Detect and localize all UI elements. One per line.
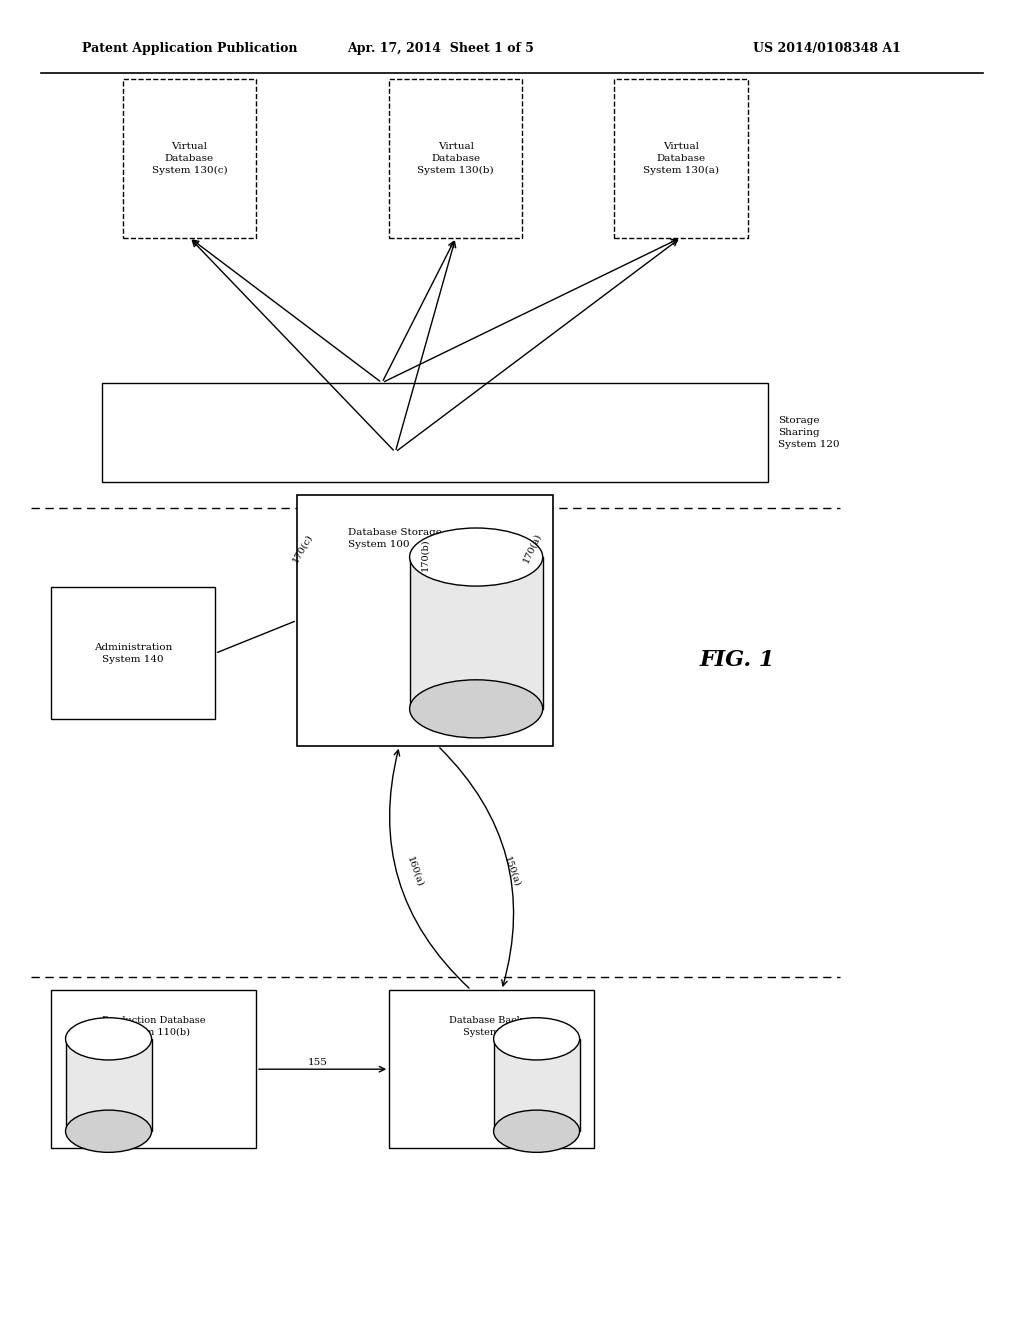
Text: Patent Application Publication: Patent Application Publication [82, 42, 297, 55]
FancyBboxPatch shape [51, 990, 256, 1148]
Ellipse shape [66, 1110, 152, 1152]
Text: 170(c): 170(c) [290, 532, 314, 564]
Ellipse shape [494, 1018, 580, 1060]
Text: 150(a): 150(a) [503, 854, 521, 888]
Text: Storage
Sharing
System 120: Storage Sharing System 120 [778, 416, 840, 449]
Text: 160(a): 160(a) [406, 854, 424, 888]
Text: Virtual
Database
System 130(a): Virtual Database System 130(a) [643, 143, 719, 174]
Text: Virtual
Database
System 130(b): Virtual Database System 130(b) [418, 143, 494, 174]
Bar [66, 1039, 152, 1131]
Ellipse shape [66, 1018, 152, 1060]
Text: US 2014/0108348 A1: US 2014/0108348 A1 [754, 42, 901, 55]
Ellipse shape [494, 1110, 580, 1152]
Text: Production Database
System 110(b): Production Database System 110(b) [101, 1016, 206, 1038]
Text: Apr. 17, 2014  Sheet 1 of 5: Apr. 17, 2014 Sheet 1 of 5 [347, 42, 534, 55]
Bar [410, 557, 543, 709]
FancyBboxPatch shape [51, 587, 215, 719]
FancyBboxPatch shape [389, 79, 522, 238]
Text: Database Backup
System 115: Database Backup System 115 [449, 1016, 535, 1038]
Text: Administration
System 140: Administration System 140 [94, 643, 172, 664]
FancyBboxPatch shape [102, 383, 768, 482]
Text: FIG. 1: FIG. 1 [699, 649, 775, 671]
Bar [494, 1039, 580, 1131]
FancyBboxPatch shape [123, 79, 256, 238]
Ellipse shape [410, 680, 543, 738]
Text: Database Storage
System 100: Database Storage System 100 [348, 528, 442, 549]
FancyBboxPatch shape [297, 495, 553, 746]
FancyBboxPatch shape [614, 79, 748, 238]
Text: 170(b): 170(b) [421, 539, 429, 570]
Text: 155: 155 [307, 1059, 328, 1067]
FancyBboxPatch shape [389, 990, 594, 1148]
Text: Virtual
Database
System 130(c): Virtual Database System 130(c) [152, 143, 227, 174]
Text: 170(a): 170(a) [521, 532, 544, 564]
Ellipse shape [410, 528, 543, 586]
